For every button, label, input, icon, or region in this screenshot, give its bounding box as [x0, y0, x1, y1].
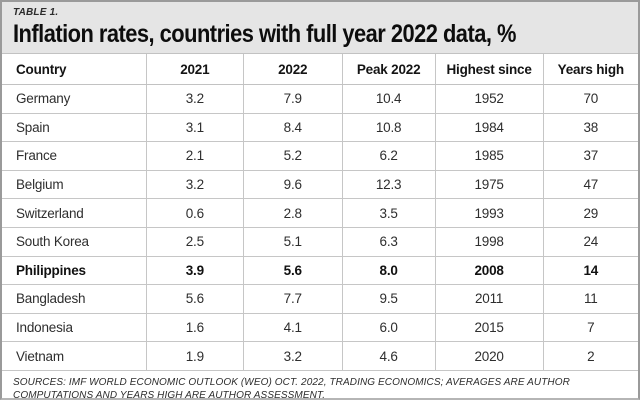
- value-cell: 1998: [434, 227, 544, 257]
- country-cell: Vietnam: [2, 341, 147, 371]
- value-cell: 4.6: [341, 341, 436, 371]
- value-cell: 5.6: [145, 284, 244, 314]
- column-header-2022: 2022: [242, 53, 343, 85]
- value-cell: 3.5: [341, 198, 436, 228]
- value-cell: 4.1: [242, 313, 343, 343]
- column-header-country: Country: [2, 53, 147, 85]
- value-cell: 1975: [434, 170, 544, 200]
- value-cell: 37: [542, 141, 638, 171]
- value-cell: 1.9: [145, 341, 244, 371]
- value-cell: 2008: [434, 256, 544, 286]
- country-cell: Spain: [2, 113, 147, 143]
- country-cell: Belgium: [2, 170, 147, 200]
- value-cell: 1984: [434, 113, 544, 143]
- table-row: Spain 3.1 8.4 10.8 1984 38: [2, 113, 638, 143]
- value-cell: 1952: [434, 84, 544, 114]
- value-cell: 1985: [434, 141, 544, 171]
- sources-note: SOURCES: IMF WORLD ECONOMIC OUTLOOK (WEO…: [13, 376, 570, 400]
- title-band: TABLE 1. Inflation rates, countries with…: [2, 2, 638, 53]
- inflation-table: Country 2021 2022 Peak 2022 Highest sinc…: [2, 53, 638, 371]
- value-cell: 5.6: [242, 256, 343, 286]
- table-row: Philippines 3.9 5.6 8.0 2008 14: [2, 256, 638, 286]
- value-cell: 14: [542, 256, 638, 286]
- table-row: Germany 3.2 7.9 10.4 1952 70: [2, 84, 638, 114]
- table-body: Germany 3.2 7.9 10.4 1952 70 Spain 3.1 8.4 10.8 19…: [2, 84, 638, 371]
- value-cell: 0.6: [145, 198, 244, 228]
- value-cell: 29: [542, 198, 638, 228]
- value-cell: 11: [542, 284, 638, 314]
- table-row: Switzerland 0.6 2.8 3.5 1993 29: [2, 198, 638, 228]
- table-label: TABLE 1.: [13, 7, 59, 18]
- value-cell: 10.8: [341, 113, 436, 143]
- value-cell: 1.6: [145, 313, 244, 343]
- country-cell: Germany: [2, 84, 147, 114]
- value-cell: 12.3: [341, 170, 436, 200]
- table-header: Country 2021 2022 Peak 2022 Highest sinc…: [2, 53, 638, 85]
- country-cell: France: [2, 141, 147, 171]
- value-cell: 8.0: [341, 256, 436, 286]
- value-cell: 10.4: [341, 84, 436, 114]
- value-cell: 9.5: [341, 284, 436, 314]
- country-cell: Bangladesh: [2, 284, 147, 314]
- value-cell: 8.4: [242, 113, 343, 143]
- value-cell: 2015: [434, 313, 544, 343]
- value-cell: 3.9: [145, 256, 244, 286]
- column-header-2021: 2021: [145, 53, 244, 85]
- value-cell: 6.3: [341, 227, 436, 257]
- page-title: Inflation rates, countries with full yea…: [13, 20, 516, 48]
- column-header-years-high: Years high: [542, 53, 638, 85]
- value-cell: 2.5: [145, 227, 244, 257]
- value-cell: 2011: [434, 284, 544, 314]
- header-row: Country 2021 2022 Peak 2022 Highest sinc…: [2, 53, 638, 85]
- value-cell: 1993: [434, 198, 544, 228]
- table-row: Belgium 3.2 9.6 12.3 1975 47: [2, 170, 638, 200]
- column-header-highest-since: Highest since: [434, 53, 544, 85]
- value-cell: 9.6: [242, 170, 343, 200]
- value-cell: 7.7: [242, 284, 343, 314]
- country-cell: Indonesia: [2, 313, 147, 343]
- value-cell: 2020: [434, 341, 544, 371]
- table-row: South Korea 2.5 5.1 6.3 1998 24: [2, 227, 638, 257]
- value-cell: 5.2: [242, 141, 343, 171]
- table-row: Vietnam 1.9 3.2 4.6 2020 2: [2, 341, 638, 371]
- value-cell: 2: [542, 341, 638, 371]
- value-cell: 7: [542, 313, 638, 343]
- value-cell: 3.1: [145, 113, 244, 143]
- table-row: France 2.1 5.2 6.2 1985 37: [2, 141, 638, 171]
- table-row: Bangladesh 5.6 7.7 9.5 2011 11: [2, 284, 638, 314]
- value-cell: 2.8: [242, 198, 343, 228]
- country-cell: South Korea: [2, 227, 147, 257]
- value-cell: 70: [542, 84, 638, 114]
- value-cell: 24: [542, 227, 638, 257]
- value-cell: 3.2: [145, 84, 244, 114]
- value-cell: 6.0: [341, 313, 436, 343]
- table-row: Indonesia 1.6 4.1 6.0 2015 7: [2, 313, 638, 343]
- value-cell: 38: [542, 113, 638, 143]
- column-header-peak-2022: Peak 2022: [341, 53, 436, 85]
- country-cell: Philippines: [2, 256, 147, 286]
- value-cell: 3.2: [242, 341, 343, 371]
- value-cell: 5.1: [242, 227, 343, 257]
- value-cell: 6.2: [341, 141, 436, 171]
- value-cell: 3.2: [145, 170, 244, 200]
- value-cell: 2.1: [145, 141, 244, 171]
- country-cell: Switzerland: [2, 198, 147, 228]
- value-cell: 7.9: [242, 84, 343, 114]
- value-cell: 47: [542, 170, 638, 200]
